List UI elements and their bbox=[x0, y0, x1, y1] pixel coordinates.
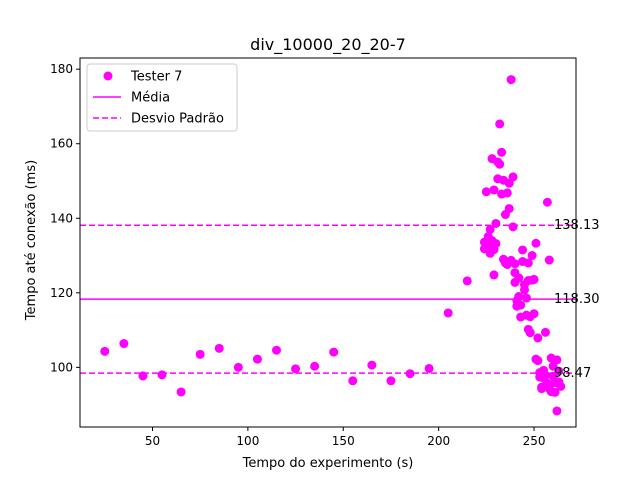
data-point bbox=[157, 370, 167, 380]
chart-title: div_10000_20_20-7 bbox=[250, 35, 406, 55]
data-point bbox=[554, 366, 564, 376]
data-point bbox=[424, 363, 434, 373]
data-point bbox=[491, 218, 501, 228]
x-axis-label: Tempo do experimento (s) bbox=[242, 456, 414, 471]
data-point bbox=[138, 371, 148, 381]
data-point bbox=[329, 347, 339, 357]
data-point bbox=[195, 349, 205, 359]
data-point bbox=[529, 309, 539, 319]
data-point bbox=[533, 356, 543, 366]
data-point bbox=[552, 355, 562, 365]
data-point bbox=[516, 300, 526, 310]
data-point bbox=[550, 387, 560, 397]
data-point bbox=[233, 362, 243, 372]
data-point bbox=[489, 185, 499, 195]
data-point bbox=[252, 354, 262, 364]
data-point bbox=[508, 172, 518, 182]
data-point bbox=[214, 343, 224, 353]
data-point bbox=[523, 258, 533, 268]
y-tick-label: 120 bbox=[50, 286, 73, 300]
legend-label: Tester 7 bbox=[130, 70, 182, 85]
data-point bbox=[556, 381, 566, 391]
data-point bbox=[506, 75, 516, 85]
data-point bbox=[291, 364, 301, 374]
data-point bbox=[497, 147, 507, 157]
data-point bbox=[443, 308, 453, 318]
data-point bbox=[405, 369, 415, 379]
data-point bbox=[529, 274, 539, 284]
y-tick-label: 140 bbox=[50, 211, 73, 225]
y-tick-label: 160 bbox=[50, 137, 73, 151]
data-point bbox=[542, 197, 552, 207]
x-tick-label: 150 bbox=[332, 434, 355, 448]
x-tick-label: 250 bbox=[523, 434, 546, 448]
data-point bbox=[527, 251, 537, 261]
legend-marker bbox=[103, 71, 113, 81]
y-tick-label: 180 bbox=[50, 62, 73, 76]
data-point bbox=[504, 204, 514, 214]
plot-area-frame bbox=[79, 57, 577, 428]
data-point bbox=[489, 270, 499, 280]
data-point bbox=[495, 159, 505, 169]
data-point bbox=[552, 406, 562, 416]
data-point bbox=[521, 293, 531, 303]
x-tick-label: 200 bbox=[427, 434, 450, 448]
data-point bbox=[481, 187, 491, 197]
data-points bbox=[100, 75, 566, 416]
data-point bbox=[510, 259, 520, 269]
legend-label: Média bbox=[131, 91, 170, 106]
data-point bbox=[540, 370, 550, 380]
data-point bbox=[485, 224, 495, 234]
data-point bbox=[514, 273, 524, 283]
data-point bbox=[119, 339, 129, 349]
data-point bbox=[491, 239, 501, 249]
data-point bbox=[518, 245, 528, 255]
data-point bbox=[100, 346, 110, 356]
data-point bbox=[508, 222, 518, 232]
y-tick-label: 100 bbox=[50, 360, 73, 374]
data-point bbox=[367, 360, 377, 370]
x-axis-ticks: 50 100 150 200 250 bbox=[145, 427, 546, 448]
legend-label: Desvio Padrão bbox=[131, 112, 224, 127]
data-point bbox=[271, 345, 281, 355]
data-point bbox=[533, 333, 543, 343]
data-point bbox=[540, 327, 550, 337]
x-tick-label: 50 bbox=[145, 434, 160, 448]
data-point bbox=[502, 188, 512, 198]
reference-line-labels: 118.30 138.13 98.47 bbox=[554, 218, 600, 381]
y-axis-label: Tempo até conexão (ms) bbox=[24, 160, 39, 321]
data-point bbox=[495, 119, 505, 129]
data-point bbox=[462, 276, 472, 286]
data-point bbox=[519, 285, 529, 295]
reference-value-label: 118.30 bbox=[554, 292, 600, 307]
data-point bbox=[514, 292, 524, 302]
data-point bbox=[537, 384, 547, 394]
y-axis-ticks: 100 120 140 160 180 bbox=[50, 62, 80, 374]
reference-value-label: 98.47 bbox=[554, 366, 591, 381]
data-point bbox=[544, 255, 554, 265]
data-point bbox=[531, 238, 541, 248]
data-point bbox=[386, 376, 396, 386]
data-point bbox=[310, 361, 320, 371]
legend: Tester 7 Média Desvio Padrão bbox=[86, 63, 238, 132]
data-point bbox=[525, 328, 535, 338]
data-point bbox=[348, 376, 358, 386]
reference-value-label: 138.13 bbox=[554, 218, 600, 233]
data-point bbox=[176, 387, 186, 397]
x-tick-label: 100 bbox=[236, 434, 259, 448]
legend-box bbox=[86, 63, 238, 132]
